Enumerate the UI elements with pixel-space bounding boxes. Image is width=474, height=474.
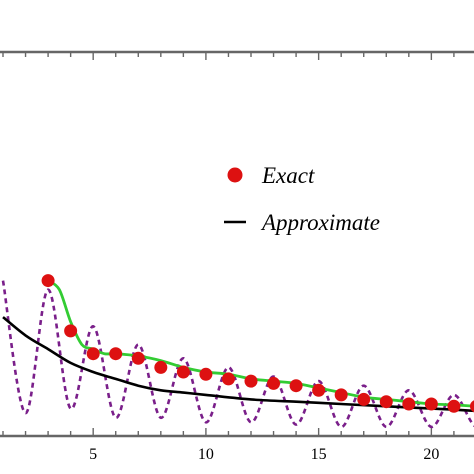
exact-point: [267, 376, 281, 390]
exact-point: [447, 399, 461, 413]
exact-point: [379, 395, 393, 409]
series-layer: [1, 274, 474, 429]
x-tick-label: 20: [423, 446, 439, 463]
x-tick-label: 15: [311, 446, 327, 463]
x-tick-label: 10: [198, 446, 214, 463]
exact-point: [64, 324, 78, 338]
exact-point: [289, 379, 303, 393]
exact-point: [41, 274, 55, 288]
x-axis-ticks: [2, 52, 455, 436]
legend-exact-marker: [227, 167, 243, 183]
exact-point: [312, 383, 326, 397]
exact-point: [402, 397, 416, 411]
plot-frame: [0, 50, 474, 438]
exact-point: [244, 374, 258, 388]
green-curve-line: [47, 279, 474, 408]
exact-point: [334, 388, 348, 402]
exact-point: [357, 392, 371, 406]
legend: Exact Approximate: [224, 163, 380, 235]
x-axis-tick-labels: 5 10 15 20: [89, 446, 439, 463]
exact-point: [176, 365, 190, 379]
exact-point: [469, 400, 474, 413]
legend-exact-label: Exact: [261, 163, 315, 188]
x-tick-label: 5: [89, 446, 97, 463]
approximate-line: [2, 316, 474, 413]
exact-point: [86, 347, 100, 361]
legend-approximate-label: Approximate: [260, 210, 380, 235]
exact-point: [199, 367, 213, 381]
exact-point: [154, 360, 168, 374]
exact-point: [109, 347, 123, 361]
exact-point: [424, 397, 438, 411]
dashed-curve-line: [1, 280, 474, 429]
exact-point: [221, 372, 235, 386]
exact-point: [131, 351, 145, 365]
